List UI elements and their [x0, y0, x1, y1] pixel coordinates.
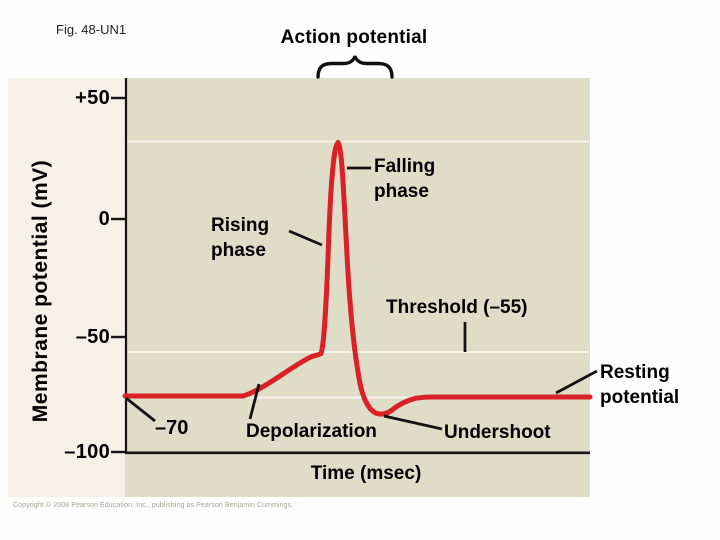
threshold-label: Threshold (–55) — [386, 297, 528, 318]
y-tick-label-minus50: –50 — [75, 326, 110, 348]
undershoot-label: Undershoot — [444, 422, 551, 443]
figure-number-label: Fig. 48-UN1 — [56, 22, 127, 37]
copyright-text: Copyright © 2008 Pearson Education, Inc.… — [13, 502, 294, 509]
y-tick-label-zero: 0 — [98, 208, 110, 230]
resting-potential-line2: potential — [600, 387, 680, 408]
falling-phase-label: Falling phase — [374, 154, 435, 204]
y-tick-label-minus100: –100 — [64, 441, 110, 463]
resting-value-label: –70 — [155, 417, 189, 439]
depolarization-label: Depolarization — [246, 421, 377, 442]
title-brace — [316, 55, 394, 79]
y-tick-label-plus50: +50 — [75, 87, 110, 109]
resting-potential-line1: Resting — [600, 362, 670, 383]
x-axis-title: Time (msec) — [310, 463, 422, 484]
falling-phase-line2: phase — [374, 181, 429, 202]
rising-phase-label: Rising phase — [211, 213, 269, 263]
rising-phase-line1: Rising — [211, 215, 270, 236]
falling-phase-line1: Falling — [374, 156, 436, 177]
rising-phase-line2: phase — [211, 240, 266, 261]
chart-title: Action potential — [280, 27, 428, 48]
y-axis-title: Membrane potential (mV) — [29, 159, 52, 423]
resting-potential-label: Resting potential — [600, 360, 679, 410]
